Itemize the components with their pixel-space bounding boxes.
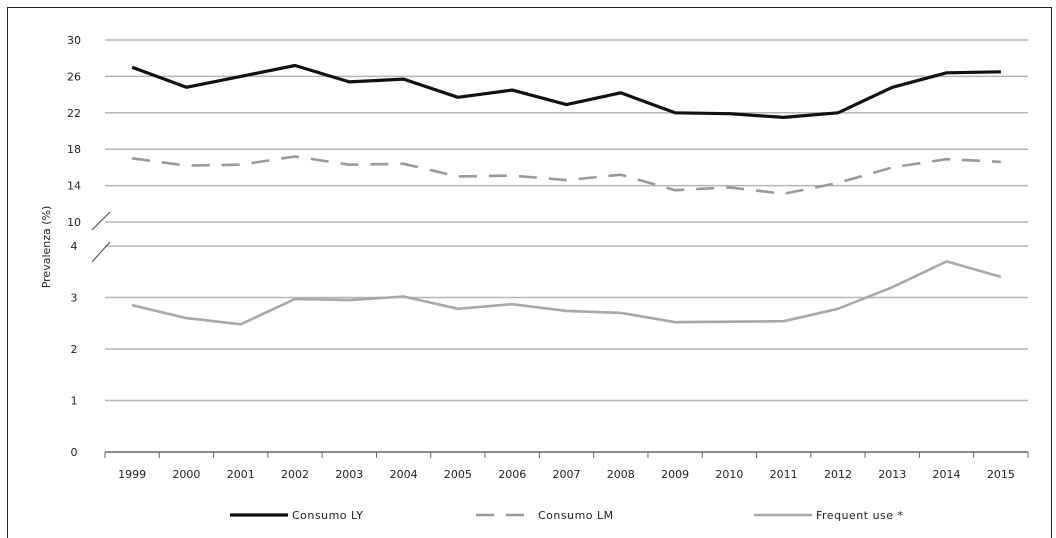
axis-break-marks — [92, 212, 110, 262]
legend-label: Consumo LY — [292, 509, 363, 522]
x-tick-label: 2006 — [498, 468, 526, 481]
y-tick-label: 2 — [71, 343, 78, 356]
x-tick-label: 2010 — [715, 468, 743, 481]
gridlines — [105, 40, 1028, 452]
x-tick-label: 2003 — [335, 468, 363, 481]
y-tick-label: 26 — [67, 70, 81, 83]
x-tick-label: 2013 — [878, 468, 906, 481]
series-line-3 — [132, 261, 1001, 324]
x-tick-label: 2014 — [933, 468, 961, 481]
legend: Consumo LY Consumo LM Frequent use * — [230, 509, 904, 522]
y-tick-label: 3 — [71, 292, 78, 305]
y-tick-label: 14 — [67, 180, 81, 193]
x-tick-label: 2015 — [987, 468, 1015, 481]
y-tick-label: 22 — [67, 107, 81, 120]
x-tick-label: 1999 — [118, 468, 146, 481]
y-axis-label: Prevalenza (%) — [40, 206, 53, 289]
axis-break-mark — [92, 212, 110, 230]
series-line-1 — [132, 66, 1001, 118]
y-tick-label: 10 — [67, 216, 81, 229]
x-tick-label: 2000 — [172, 468, 200, 481]
x-tick-label: 2012 — [824, 468, 852, 481]
y-tick-label: 30 — [67, 34, 81, 47]
y-tick-label: 1 — [71, 395, 78, 408]
series-lines — [132, 65, 1001, 324]
series-line-2 — [132, 157, 1001, 194]
y-tick-label: 4 — [71, 240, 78, 253]
x-tick-label: 2004 — [390, 468, 418, 481]
x-tick-label: 2009 — [661, 468, 689, 481]
x-tick-label: 2011 — [770, 468, 798, 481]
y-tick-label: 18 — [67, 143, 81, 156]
x-tick-label: 2005 — [444, 468, 472, 481]
x-tick-label: 2002 — [281, 468, 309, 481]
x-tick-labels: 1999 2000 2001 2002 2003 2004 2005 2006 2007 2008… — [105, 452, 1028, 481]
legend-label: Frequent use * — [816, 509, 904, 522]
x-tick-label: 2008 — [607, 468, 635, 481]
x-tick-label: 2001 — [227, 468, 255, 481]
legend-label: Consumo LM — [538, 509, 614, 522]
x-tick-label: 2007 — [553, 468, 581, 481]
y-tick-label: 0 — [71, 446, 78, 459]
axis-break-mark — [92, 242, 110, 262]
